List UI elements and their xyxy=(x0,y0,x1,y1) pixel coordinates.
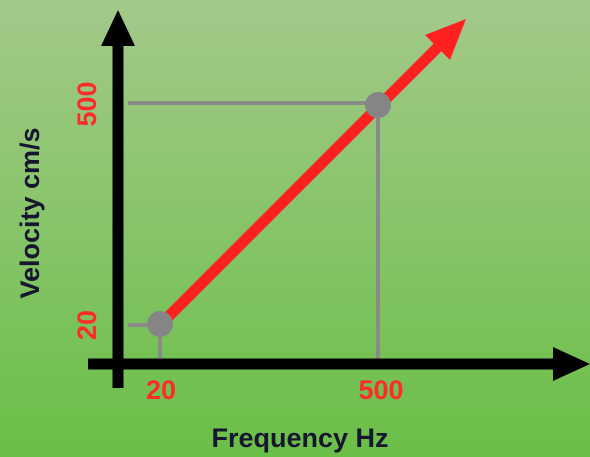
relation-line xyxy=(156,39,446,329)
y-tick-label: 20 xyxy=(72,310,102,340)
x-axis-arrow xyxy=(553,347,590,381)
relation-arrow xyxy=(425,19,466,60)
x-tick-label: 20 xyxy=(146,375,176,405)
y-tick-label: 500 xyxy=(72,81,102,126)
point xyxy=(147,311,173,337)
y-axis-arrow xyxy=(101,10,135,46)
y-axis-label: Velocity cm/s xyxy=(15,127,45,298)
x-axis-label: Frequency Hz xyxy=(211,423,388,453)
x-tick-label: 500 xyxy=(358,375,403,405)
point xyxy=(365,92,391,118)
